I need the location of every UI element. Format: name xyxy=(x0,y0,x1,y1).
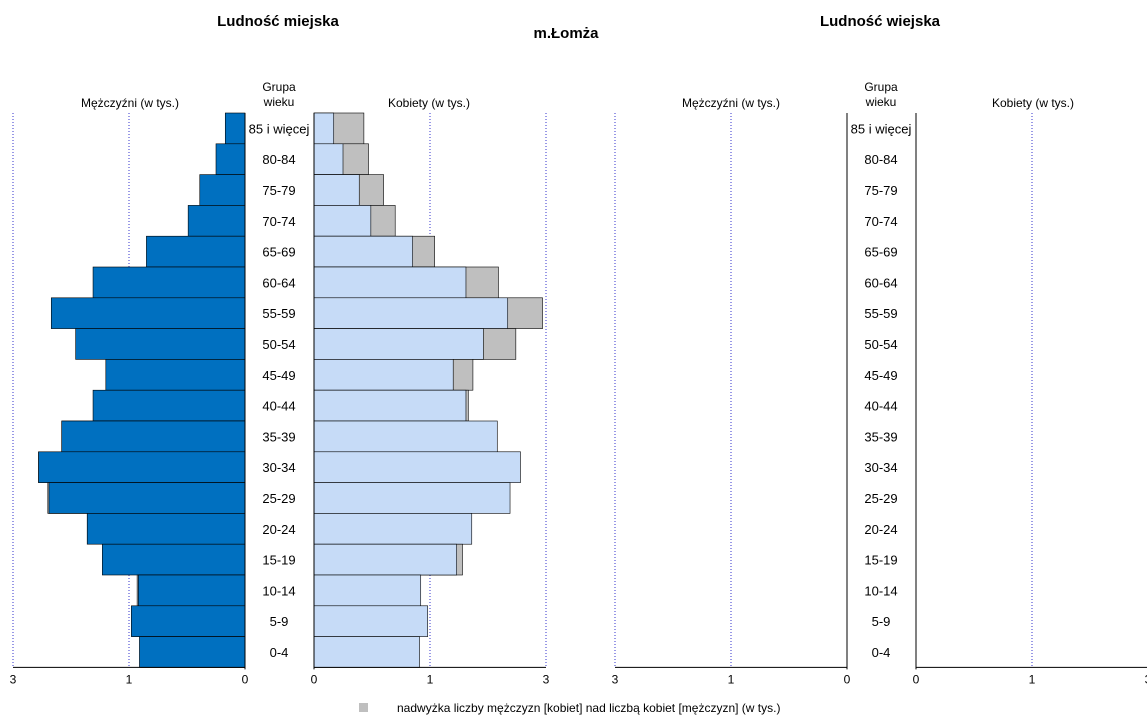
rural-age-group-label: 0-4 xyxy=(872,645,891,660)
urban-men-bar xyxy=(139,636,246,668)
rural-age-group-label: 60-64 xyxy=(864,275,897,290)
urban-men-bar xyxy=(131,605,246,637)
urban-age-group-label: 60-64 xyxy=(262,275,295,290)
urban-men-bar xyxy=(38,451,246,483)
rural-women-label: Kobiety (w tys.) xyxy=(992,96,1074,110)
rural-age-group-label: 5-9 xyxy=(872,614,891,629)
rural-age-group-label: 20-24 xyxy=(864,522,897,537)
urban-men-bar xyxy=(75,328,246,360)
urban-panel-title: Ludność miejska xyxy=(217,13,339,30)
urban-men-bar xyxy=(137,574,246,607)
urban-women-bar xyxy=(313,636,420,668)
urban-women-bar xyxy=(313,389,467,422)
urban-men-label: Mężczyźni (w tys.) xyxy=(81,96,179,110)
urban-age-group-label: 45-49 xyxy=(262,368,295,383)
urban-women-bar xyxy=(313,543,457,576)
urban-age-group-label: 70-74 xyxy=(262,214,295,229)
urban-age-group-label: 80-84 xyxy=(262,152,295,167)
urban-women-bar xyxy=(313,174,360,206)
urban-women-bar xyxy=(313,451,521,483)
rural-panel-title: Ludność wiejska xyxy=(820,13,941,30)
urban-age-header-line2: wieku xyxy=(263,95,295,109)
rural-age-group-label: 70-74 xyxy=(864,214,897,229)
rural-age-group-label: 55-59 xyxy=(864,306,897,321)
urban-men-bar xyxy=(199,174,246,206)
rural-women-tick-label: 0 xyxy=(913,672,920,686)
urban-men-bar xyxy=(105,359,246,391)
rural-age-group-label: 40-44 xyxy=(864,399,897,414)
chart-title: m.Łomża xyxy=(533,25,599,42)
urban-women-label: Kobiety (w tys.) xyxy=(388,96,470,110)
urban-age-group-label: 30-34 xyxy=(262,460,295,475)
rural-men-tick-label: 1 xyxy=(728,672,735,686)
rural-women-tick-label: 1 xyxy=(1029,672,1036,686)
legend-swatch xyxy=(359,703,368,712)
urban-age-group-label: 75-79 xyxy=(262,183,295,198)
urban-men-bar xyxy=(61,420,246,453)
urban-women-bar xyxy=(313,420,498,453)
urban-men-bar xyxy=(50,297,246,329)
rural-age-group-label: 45-49 xyxy=(864,368,897,383)
urban-age-group-label: 15-19 xyxy=(262,553,295,568)
urban-women-tick-label: 3 xyxy=(543,672,550,686)
urban-men-bar xyxy=(224,112,246,145)
urban-men-bar xyxy=(92,389,246,422)
urban-men-bar xyxy=(48,482,246,514)
urban-age-group-label: 5-9 xyxy=(270,614,289,629)
rural-age-group-label: 30-34 xyxy=(864,460,897,475)
urban-women-bar xyxy=(313,143,344,175)
urban-women-bar xyxy=(313,112,335,145)
urban-women-bar xyxy=(313,513,473,545)
urban-women-bar xyxy=(313,359,454,391)
urban-age-group-label: 35-39 xyxy=(262,429,295,444)
urban-men-bar xyxy=(86,513,246,545)
rural-age-group-label: 75-79 xyxy=(864,183,897,198)
urban-women-bar xyxy=(313,328,484,360)
rural-age-group-label: 15-19 xyxy=(864,553,897,568)
urban-age-group-label: 10-14 xyxy=(262,583,295,598)
rural-age-group-label: 50-54 xyxy=(864,337,897,352)
plot-area: 3 1 0 0 1 3 85 i więcej 80-84 75-79 70-74 65-69 60-… xyxy=(10,112,1147,686)
urban-age-group-label: 65-69 xyxy=(262,245,295,260)
urban-age-group-label: 25-29 xyxy=(262,491,295,506)
rural-age-header-line2: wieku xyxy=(865,95,897,109)
rural-age-group-label: 35-39 xyxy=(864,429,897,444)
urban-men-bar xyxy=(187,205,246,237)
rural-age-header-line1: Grupa xyxy=(864,80,898,94)
legend-label: nadwyżka liczby mężczyzn [kobiet] nad li… xyxy=(397,701,780,715)
urban-age-group-label: 40-44 xyxy=(262,399,295,414)
urban-women-bar xyxy=(313,482,511,514)
urban-age-header-line1: Grupa xyxy=(262,80,296,94)
rural-men-label: Mężczyźni (w tys.) xyxy=(682,96,780,110)
urban-women-bar xyxy=(313,574,422,607)
rural-age-group-label: 65-69 xyxy=(864,245,897,260)
urban-men-bar xyxy=(215,143,246,175)
urban-women-tick-label: 1 xyxy=(427,672,434,686)
urban-age-group-label: 50-54 xyxy=(262,337,295,352)
urban-women-bar xyxy=(313,235,413,268)
urban-men-bar xyxy=(102,543,246,576)
urban-men-tick-label: 0 xyxy=(242,672,249,686)
rural-age-group-label: 85 i więcej xyxy=(851,121,912,136)
urban-age-group-label: 55-59 xyxy=(262,306,295,321)
urban-age-group-label: 85 i więcej xyxy=(249,121,310,136)
urban-women-tick-label: 0 xyxy=(311,672,318,686)
urban-age-group-label: 0-4 xyxy=(270,645,289,660)
rural-women-tick-label: 3 xyxy=(1145,672,1147,686)
rural-age-group-label: 10-14 xyxy=(864,583,897,598)
rural-men-tick-label: 0 xyxy=(844,672,851,686)
urban-men-bar xyxy=(92,266,246,299)
urban-men-tick-label: 3 xyxy=(10,672,17,686)
urban-women-bar xyxy=(313,205,372,237)
rural-men-tick-label: 3 xyxy=(612,672,619,686)
urban-women-bar xyxy=(313,297,509,329)
urban-age-group-label: 20-24 xyxy=(262,522,295,537)
urban-women-bar xyxy=(313,266,467,299)
urban-men-bar xyxy=(146,235,246,268)
rural-age-group-label: 25-29 xyxy=(864,491,897,506)
urban-women-bar xyxy=(313,605,428,637)
urban-men-tick-label: 1 xyxy=(126,672,133,686)
rural-age-group-label: 80-84 xyxy=(864,152,897,167)
